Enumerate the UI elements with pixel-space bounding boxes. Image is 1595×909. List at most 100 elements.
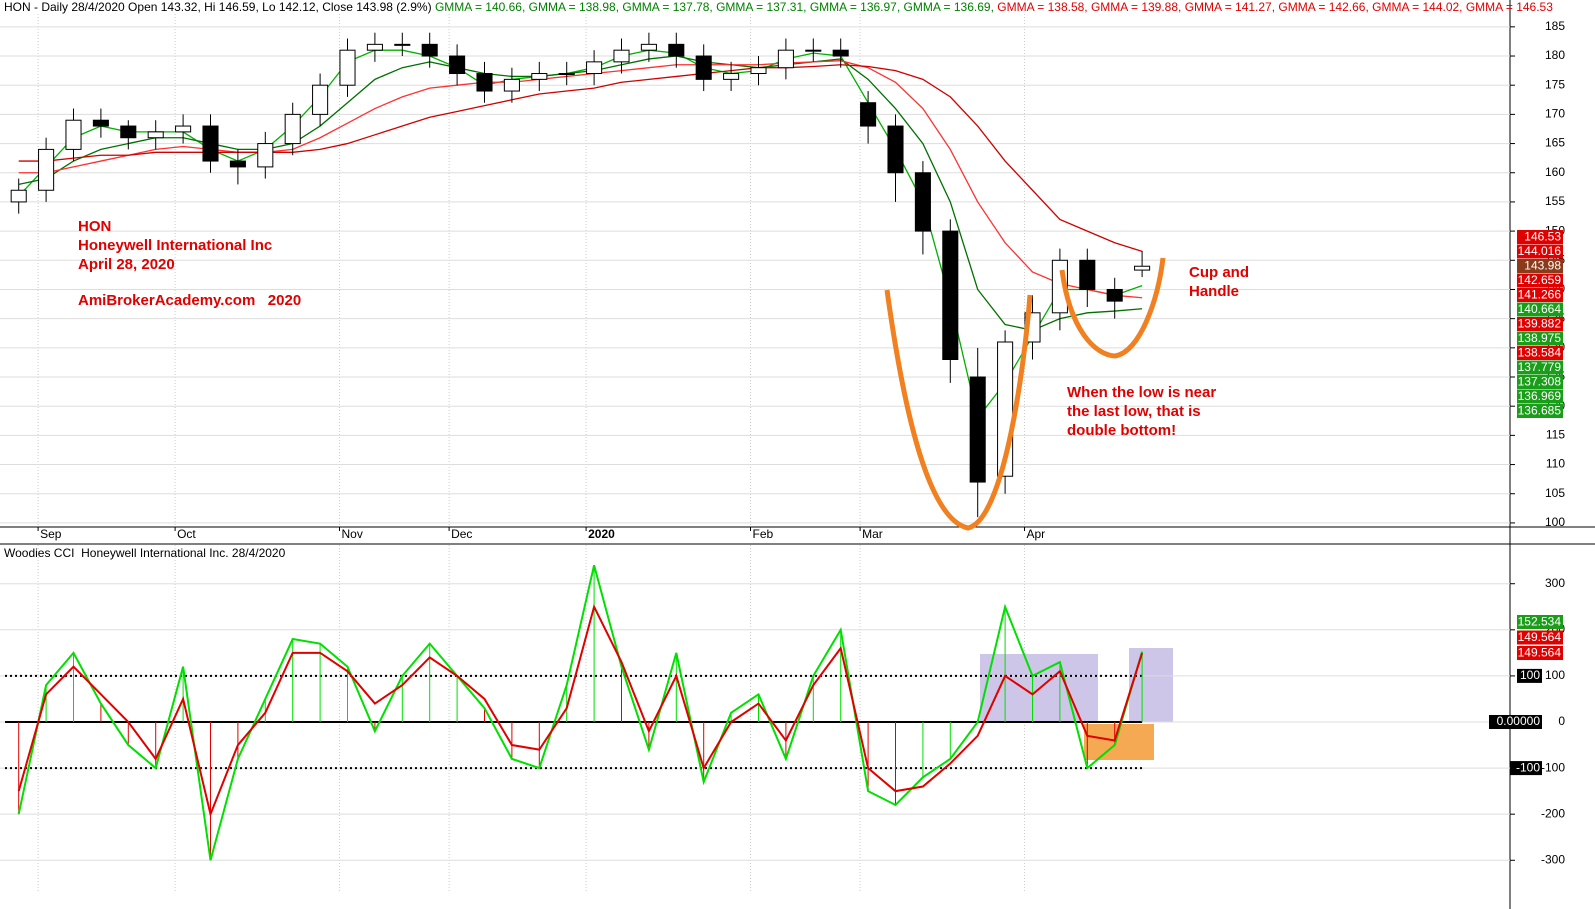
candle-body xyxy=(38,148,55,191)
candle-body xyxy=(449,55,466,75)
header-part: GMMA = 144.02, xyxy=(1372,0,1466,14)
candle-body xyxy=(531,73,548,80)
value-tag-bg xyxy=(1517,317,1563,331)
candle-body xyxy=(120,125,137,139)
value-tag: 140.664 xyxy=(1518,302,1562,316)
value-tag-bg xyxy=(1517,230,1563,244)
candle-body xyxy=(695,55,712,80)
value-tag: 152.534 xyxy=(1518,615,1562,629)
value-tag-bg xyxy=(1517,273,1563,288)
value-tag: 144.016 xyxy=(1518,244,1562,258)
candle-body xyxy=(10,189,27,203)
y-tick-label: 110 xyxy=(1546,457,1565,471)
value-tag: 149.564 xyxy=(1518,630,1562,644)
header-part: GMMA = 138.58, xyxy=(997,0,1091,14)
candle-body xyxy=(202,125,219,162)
candle-body xyxy=(969,376,986,483)
value-tag-bg xyxy=(1517,302,1563,317)
value-tag: 142.659 xyxy=(1518,273,1562,287)
y-tick-label: 0 xyxy=(1558,714,1565,728)
candle-body xyxy=(476,73,493,92)
y-tick-label: 100 xyxy=(1545,515,1565,529)
y-tick-label: 175 xyxy=(1545,77,1565,91)
header-part: GMMA = 137.31, xyxy=(716,0,810,14)
level-tag-bg xyxy=(1489,714,1542,729)
x-tick-label: Nov xyxy=(342,527,363,541)
header-part: GMMA = 140.66, xyxy=(434,0,529,14)
value-tag-bg xyxy=(1517,375,1563,389)
x-tick-label: Feb xyxy=(753,527,774,541)
level-tag-bg xyxy=(1510,761,1542,776)
candle-body xyxy=(723,73,740,80)
gmma-line xyxy=(18,60,1143,299)
value-tag-bg xyxy=(1517,331,1563,346)
x-tick-label: Mar xyxy=(862,527,883,541)
candle-body xyxy=(860,102,877,127)
y-tick-label: 300 xyxy=(1545,576,1565,590)
y-tick-label: 165 xyxy=(1545,136,1565,150)
y-tick-label: 115 xyxy=(1546,428,1565,442)
value-tag: 136.969 xyxy=(1518,389,1562,403)
level-tag-bg xyxy=(1517,668,1542,683)
candle-body xyxy=(339,49,356,86)
candle-body xyxy=(229,160,246,168)
value-tag: 137.779 xyxy=(1518,360,1562,374)
value-tag-bg xyxy=(1517,389,1563,404)
cci-line xyxy=(17,603,1144,818)
y-tick-label: 160 xyxy=(1545,165,1565,179)
gmma-line xyxy=(18,64,1143,252)
annotation: Honeywell International Inc xyxy=(78,237,273,254)
x-tick-label: Oct xyxy=(177,527,196,541)
candle-body xyxy=(805,49,822,52)
cci-line xyxy=(17,565,1144,861)
value-tag: 138.975 xyxy=(1518,331,1562,345)
y-tick-label: -100 xyxy=(1541,760,1565,774)
value-tag: 139.882 xyxy=(1518,317,1562,331)
candle-body xyxy=(1134,265,1151,271)
value-tag: 138.584 xyxy=(1518,346,1562,360)
candle-body xyxy=(777,49,794,69)
candle-body xyxy=(586,61,603,75)
annotation: HON xyxy=(78,218,112,235)
candle-body xyxy=(65,119,82,150)
x-tick-label: 2020 xyxy=(588,527,615,541)
annotation: When the low is near the last low, that … xyxy=(1067,384,1217,439)
x-tick-label: Sep xyxy=(40,527,62,541)
candle-body xyxy=(257,143,274,168)
value-tag: 143.98 xyxy=(1524,259,1561,273)
candle-body xyxy=(92,119,109,127)
candle-body xyxy=(284,113,301,145)
value-tag-bg xyxy=(1517,615,1563,629)
candle-body xyxy=(640,43,657,51)
candle-body xyxy=(421,43,438,57)
candle-body xyxy=(175,125,192,133)
candle-body xyxy=(832,49,849,57)
y-tick-label: 105 xyxy=(1545,486,1565,500)
candle-body xyxy=(394,43,411,46)
candle-body xyxy=(942,230,959,361)
gmma-line xyxy=(18,49,1143,420)
candle-body xyxy=(558,73,575,76)
header-part: GMMA = 137.78, xyxy=(622,0,717,14)
value-tag: 137.308 xyxy=(1518,375,1562,389)
value-tag-bg xyxy=(1517,259,1563,273)
header-part: GMMA = 141.27, xyxy=(1184,0,1279,14)
y-tick-label: 180 xyxy=(1545,48,1565,62)
candle-body xyxy=(1106,288,1123,302)
header-part: HON - Daily 28/4/2020 Open 143.32, Hi 14… xyxy=(4,0,435,14)
level-tag: 100 xyxy=(1520,668,1540,682)
x-tick-label: Apr xyxy=(1027,527,1046,541)
header-part: GMMA = 136.69, xyxy=(903,0,998,14)
x-tick-label: Dec xyxy=(451,527,472,541)
header-part: GMMA = 138.98, xyxy=(528,0,623,14)
value-tag: 149.564 xyxy=(1518,646,1562,660)
candle-body xyxy=(668,43,685,57)
chart-header: HON - Daily 28/4/2020 Open 143.32, Hi 14… xyxy=(4,0,1553,15)
candle-body xyxy=(613,49,630,63)
candle-body xyxy=(312,84,329,115)
annotation: April 28, 2020 xyxy=(78,256,175,273)
y-tick-label: -300 xyxy=(1541,852,1565,866)
y-tick-label: -200 xyxy=(1541,806,1565,820)
